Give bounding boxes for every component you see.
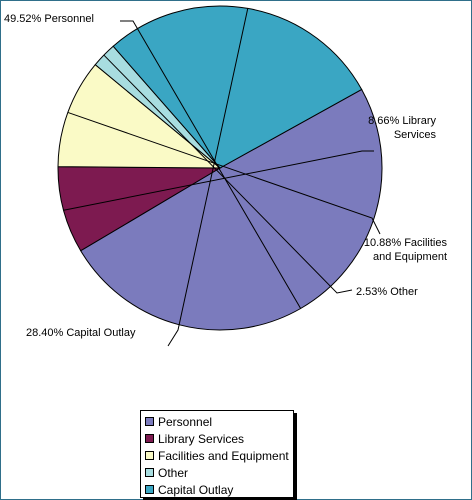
legend-item: Personnel	[145, 413, 293, 430]
leader-line	[103, 54, 353, 294]
slice-label: 8.66% Library	[368, 115, 436, 127]
legend-item: Capital Outlay	[145, 481, 293, 498]
slice-label: 10.88% Facilities	[364, 237, 448, 249]
legend-item: Other	[145, 464, 293, 481]
slice-label: 49.52% Personnel	[4, 13, 94, 25]
legend-label: Capital Outlay	[158, 482, 234, 497]
slice-label: 2.53% Other	[356, 286, 418, 298]
legend: Personnel Library Services Facilities and …	[140, 410, 294, 498]
legend-swatch	[145, 485, 154, 494]
slice-label: 28.40% Capital Outlay	[26, 327, 136, 339]
leader-line	[67, 111, 381, 235]
slice-label: and Equipment	[373, 251, 447, 263]
legend-swatch	[145, 434, 154, 443]
slice-label: Services	[394, 129, 437, 141]
legend-label: Library Services	[158, 431, 245, 446]
legend-item: Facilities and Equipment	[145, 447, 293, 464]
leader-line	[63, 150, 374, 211]
leader-line	[167, 8, 249, 347]
legend-label: Facilities and Equipment	[158, 448, 289, 463]
leader-line	[120, 20, 302, 309]
legend-label: Personnel	[158, 414, 213, 429]
legend-label: Other	[158, 465, 189, 480]
legend-item: Library Services	[145, 430, 293, 447]
legend-swatch	[145, 417, 154, 426]
legend-swatch	[145, 468, 154, 477]
legend-swatch	[145, 451, 154, 460]
